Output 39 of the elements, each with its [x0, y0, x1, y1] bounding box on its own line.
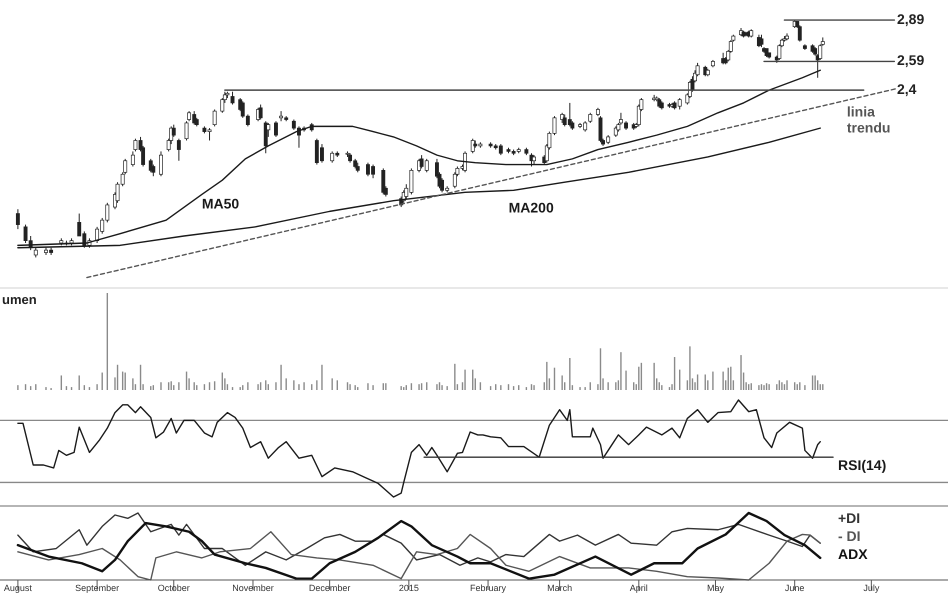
candlestick: [588, 112, 592, 124]
candlestick: [614, 126, 618, 138]
x-tick-label: June: [784, 583, 804, 593]
candlestick: [274, 120, 278, 138]
series-label: MA200: [508, 199, 554, 216]
x-tick-label: March: [547, 583, 572, 593]
x-tick-label: July: [863, 583, 880, 593]
series-label: +DI: [838, 510, 860, 526]
x-tick-label: 2015: [398, 583, 419, 593]
candlestick: [258, 104, 263, 120]
candlestick: [212, 108, 217, 127]
x-tick-label: February: [470, 583, 507, 593]
x-tick-label: August: [4, 583, 32, 593]
candlestick: [184, 120, 188, 141]
y-tick-label: 2,89: [897, 10, 924, 27]
x-tick-label: November: [232, 583, 274, 593]
x-tick-label: May: [706, 583, 724, 593]
candlestick: [532, 154, 536, 166]
candlestick: [560, 112, 564, 124]
x-tick-label: October: [158, 583, 190, 593]
series-label: RSI(14): [838, 457, 886, 473]
series-label: MA50: [202, 195, 240, 212]
candlestick: [230, 91, 234, 106]
candlestick: [159, 150, 163, 177]
x-tick-label: December: [308, 583, 350, 593]
series-label: linia trendu: [846, 104, 890, 136]
y-tick-label: 2,59: [897, 52, 924, 68]
y-tick-label: 2,4: [897, 80, 917, 97]
candlestick: [356, 162, 360, 173]
candlestick: [598, 116, 602, 143]
series-label: ADX: [838, 546, 868, 562]
x-tick-label: September: [75, 583, 120, 593]
x-tick-label: April: [630, 583, 648, 593]
chart-title: umen: [2, 292, 37, 307]
series-label: - DI: [838, 528, 861, 544]
candlestick: [760, 34, 764, 48]
candlestick: [130, 150, 135, 167]
candlestick: [176, 138, 181, 162]
candlestick: [16, 208, 20, 230]
